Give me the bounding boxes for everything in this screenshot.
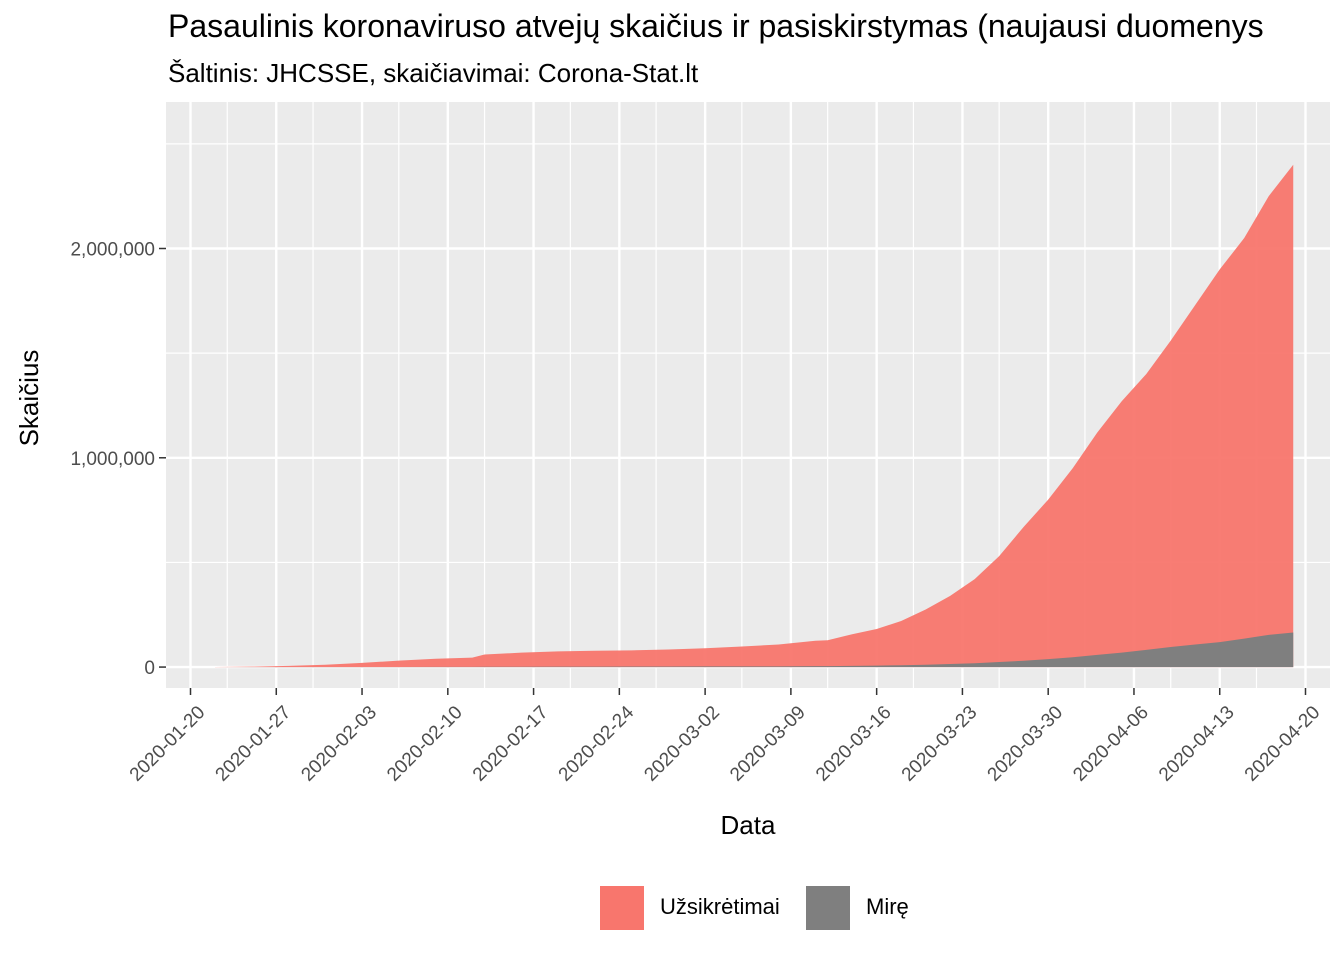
legend-label-deaths: Mirę (866, 894, 909, 919)
x-axis-title: Data (721, 810, 776, 840)
x-tick-label: 2020-02-03 (297, 702, 381, 786)
area-infected (215, 164, 1294, 668)
chart-subtitle: Šaltinis: JHCSSE, skaičiavimai: Corona-S… (168, 58, 699, 88)
x-tick-label: 2020-01-27 (212, 702, 296, 786)
chart-title: Pasaulinis koronaviruso atvejų skaičius … (168, 8, 1264, 44)
x-tick-label: 2020-02-10 (383, 702, 467, 786)
x-tick-label: 2020-03-02 (640, 702, 724, 786)
x-tick-label: 2020-04-06 (1069, 702, 1153, 786)
legend: Užsikrėtimai Mirę (0, 884, 1344, 932)
legend-key-deaths (806, 886, 850, 930)
y-tick-label: 0 (144, 658, 155, 679)
x-axis: 2020-01-20 2020-01-27 2020-02-03 2020-02-10… (126, 688, 1325, 786)
x-tick-label: 2020-04-20 (1241, 702, 1325, 786)
y-tick-label: 2,000,000 (70, 240, 155, 261)
legend-label-infected: Užsikrėtimai (660, 894, 780, 919)
x-tick-label: 2020-03-16 (812, 702, 896, 786)
x-tick-label: 2020-02-17 (469, 702, 553, 786)
legend-key-infected (600, 886, 644, 930)
area-deaths (215, 632, 1294, 668)
area-series (215, 164, 1294, 668)
x-tick-label: 2020-04-13 (1155, 702, 1239, 786)
x-tick-label: 2020-02-24 (555, 702, 639, 786)
x-tick-label: 2020-03-23 (898, 702, 982, 786)
x-tick-label: 2020-01-20 (126, 702, 210, 786)
y-axis-title: Skaičius (14, 350, 44, 447)
x-tick-label: 2020-03-09 (726, 702, 810, 786)
x-tick-label: 2020-03-30 (984, 702, 1068, 786)
y-axis: 0 1,000,000 2,000,000 (70, 240, 166, 679)
y-tick-label: 1,000,000 (70, 449, 155, 470)
